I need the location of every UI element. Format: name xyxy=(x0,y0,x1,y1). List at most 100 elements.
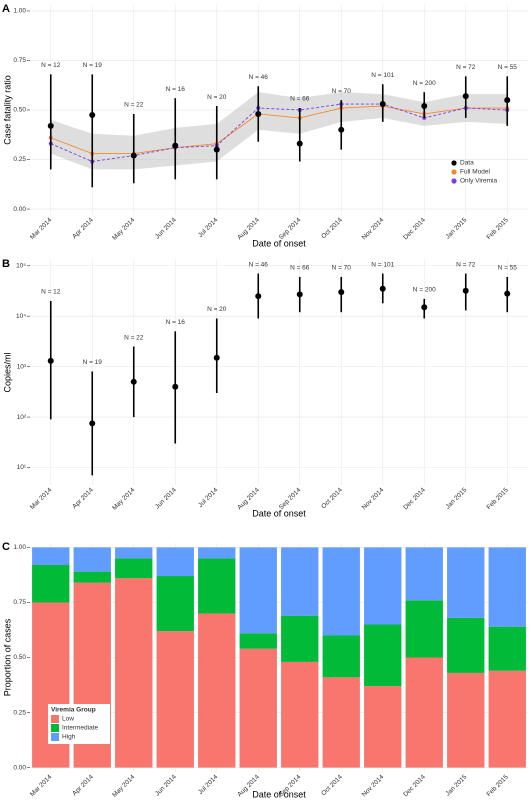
bar-segment xyxy=(156,576,194,632)
data-point xyxy=(421,304,428,311)
n-label: N = 22 xyxy=(124,334,144,341)
n-label: N = 46 xyxy=(249,74,269,81)
y-tick-label: 0.50 xyxy=(13,654,26,661)
y-axis-title: Copies/ml xyxy=(2,352,12,392)
data-point xyxy=(379,101,386,108)
x-tick-label: May 2014 xyxy=(111,773,136,798)
x-tick-label: Nov 2014 xyxy=(361,216,386,241)
data-point xyxy=(255,293,262,300)
data-point xyxy=(296,140,303,147)
n-label: N = 66 xyxy=(290,96,310,103)
y-tick-label: 10³ xyxy=(17,363,27,370)
x-tick-label: Apr 2014 xyxy=(71,486,95,510)
x-tick-label: Oct 2014 xyxy=(320,773,344,797)
data-point xyxy=(338,126,345,133)
data-point xyxy=(504,290,511,297)
data-point xyxy=(462,287,469,294)
x-tick-label: Nov 2014 xyxy=(361,773,386,798)
n-label: N = 55 xyxy=(498,265,518,272)
y-tick-label: 0.50 xyxy=(13,107,26,114)
n-label: N = 22 xyxy=(124,102,144,109)
x-tick-label: Mar 2014 xyxy=(29,773,54,798)
bar-segment xyxy=(405,657,443,768)
bar-segment xyxy=(115,578,153,768)
bar-segment xyxy=(32,565,70,603)
bar-segment xyxy=(239,633,277,649)
x-tick-label: Oct 2014 xyxy=(320,486,344,510)
x-tick-label: Mar 2014 xyxy=(29,486,54,511)
n-label: N = 12 xyxy=(41,62,61,69)
y-tick-label: 0.00 xyxy=(13,206,26,213)
n-label: N = 66 xyxy=(290,265,310,272)
panel-label: C xyxy=(2,541,10,553)
y-tick-label: 10² xyxy=(17,414,27,421)
data-point xyxy=(130,378,137,385)
data-point xyxy=(255,110,262,117)
bar-segment xyxy=(488,626,526,671)
x-tick-label: Feb 2015 xyxy=(486,216,511,241)
y-tick-label: 0.00 xyxy=(13,764,26,771)
bar-segment xyxy=(198,613,236,768)
panel-label: B xyxy=(2,258,10,270)
legend-swatch xyxy=(451,178,457,184)
x-tick-label: Nov 2014 xyxy=(361,486,386,511)
data-point xyxy=(89,420,96,427)
x-tick-label: Apr 2014 xyxy=(71,216,95,240)
x-axis-title: Date of onset xyxy=(252,789,306,799)
model-line xyxy=(50,103,508,162)
bar-segment xyxy=(115,558,153,579)
bar-segment xyxy=(239,547,277,634)
bar-segment xyxy=(281,615,319,662)
bar-segment xyxy=(156,547,194,577)
bar-segment xyxy=(281,547,319,616)
x-axis-title: Date of onset xyxy=(252,238,306,248)
bar-segment xyxy=(322,677,360,768)
legend-swatch xyxy=(451,169,457,175)
n-label: N = 55 xyxy=(498,64,518,71)
data-point xyxy=(379,285,386,292)
bar-segment xyxy=(198,547,236,559)
bar-segment xyxy=(322,547,360,636)
data-point xyxy=(47,357,54,364)
x-tick-label: Oct 2014 xyxy=(320,216,344,240)
y-tick-label: 1.00 xyxy=(13,544,26,551)
n-label: N = 72 xyxy=(456,261,476,268)
x-tick-label: Jan 2015 xyxy=(445,216,469,240)
y-axis-title: Proportion of cases xyxy=(2,618,12,696)
confidence-band xyxy=(50,92,508,170)
legend-label: Low xyxy=(62,716,74,723)
legend-label: Data xyxy=(460,160,474,167)
bar-segment xyxy=(405,547,443,601)
x-tick-label: Jul 2014 xyxy=(197,486,220,509)
legend-swatch xyxy=(51,733,59,741)
data-point xyxy=(172,142,179,149)
x-tick-label: Jun 2014 xyxy=(154,486,178,510)
data-point xyxy=(338,289,345,296)
legend-swatch xyxy=(51,715,59,723)
n-label: N = 19 xyxy=(83,359,103,366)
y-tick-label: 0.75 xyxy=(13,599,26,606)
n-label: N = 46 xyxy=(249,261,269,268)
bar-segment xyxy=(322,635,360,678)
bar-segment xyxy=(281,661,319,768)
x-tick-label: May 2014 xyxy=(111,216,136,241)
n-label: N = 72 xyxy=(456,64,476,71)
n-label: N = 101 xyxy=(371,72,394,79)
bar-segment xyxy=(405,600,443,658)
legend-label: High xyxy=(62,734,76,741)
legend-swatch xyxy=(451,160,457,166)
y-tick-label: 10⁴ xyxy=(16,313,26,320)
y-tick-label: 10¹ xyxy=(17,464,27,471)
x-tick-label: Dec 2014 xyxy=(402,486,427,511)
y-tick-label: 10⁵ xyxy=(16,262,26,269)
data-point xyxy=(421,103,428,110)
bar-segment xyxy=(73,571,111,583)
legend-label: Intermediate xyxy=(62,725,99,732)
bar-segment xyxy=(447,672,485,768)
bar-segment xyxy=(364,547,402,625)
n-label: N = 16 xyxy=(166,86,186,93)
n-label: N = 70 xyxy=(332,88,352,95)
x-tick-label: Jun 2014 xyxy=(154,216,178,240)
x-tick-label: Jan 2015 xyxy=(445,486,469,510)
